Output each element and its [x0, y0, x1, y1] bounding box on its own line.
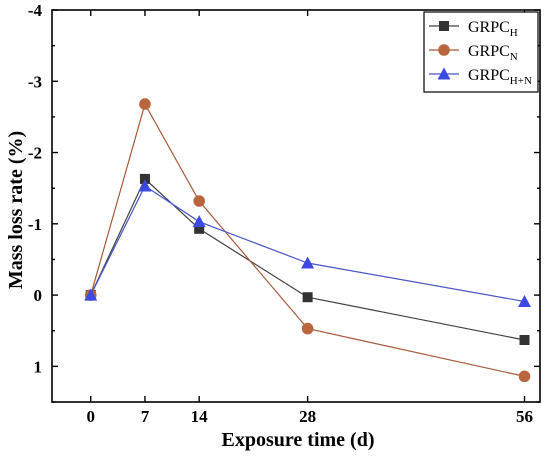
- data-point: [301, 256, 315, 269]
- legend-label: GRPCN: [468, 43, 518, 63]
- y-tick-label: -1: [28, 215, 42, 234]
- y-tick-label: 0: [34, 286, 43, 305]
- data-point: [518, 295, 532, 308]
- data-point: [138, 179, 152, 192]
- legend-label-base: GRPC: [468, 43, 510, 60]
- legend-label-base: GRPC: [468, 19, 510, 36]
- legend-marker: [437, 67, 451, 80]
- legend-label-subscript: H: [510, 27, 518, 39]
- legend-label-base: GRPC: [468, 67, 510, 84]
- data-point: [302, 292, 313, 303]
- legend-item: GRPCN: [429, 43, 518, 63]
- y-tick-label: 1: [34, 357, 43, 376]
- data-point: [519, 334, 530, 345]
- data-point: [301, 322, 314, 335]
- x-tick-label: 7: [141, 407, 150, 426]
- legend-item: GRPCH: [429, 19, 518, 39]
- legend-marker: [439, 21, 449, 31]
- legend-item: GRPCH+N: [429, 67, 532, 87]
- data-point: [193, 195, 205, 207]
- y-axis-title: Mass loss rate (%): [5, 131, 27, 289]
- x-axis-title: Exposure time (d): [222, 429, 375, 451]
- series-line: [90, 102, 525, 377]
- series-h-plus-n: [84, 179, 532, 308]
- plot-frame: [51, 9, 541, 403]
- legend-label: GRPCH+N: [468, 67, 532, 87]
- y-tick-label: -3: [28, 72, 42, 91]
- y-tick-label: -2: [28, 144, 42, 163]
- axes: 0 7 14 28 56 1 0 -1 -2 -3 -4: [28, 1, 541, 426]
- legend-label: GRPCH: [468, 19, 518, 39]
- data-point: [139, 98, 151, 110]
- x-tick-label: 0: [86, 407, 95, 426]
- series-line: [90, 185, 525, 303]
- legend-label-subscript: H+N: [510, 75, 532, 87]
- y-tick-label: -4: [28, 1, 43, 20]
- data-point: [518, 370, 531, 383]
- legend-marker: [438, 44, 450, 56]
- data-point: [194, 223, 205, 234]
- x-tick-label: 56: [516, 407, 533, 426]
- series-layer: [84, 98, 532, 383]
- data-point: [139, 173, 150, 184]
- data-point: [192, 215, 206, 228]
- x-tick-label: 14: [191, 407, 209, 426]
- x-tick-label: 28: [299, 407, 316, 426]
- legend-label-subscript: N: [510, 51, 518, 63]
- data-point: [84, 288, 98, 301]
- series-n: [84, 98, 531, 383]
